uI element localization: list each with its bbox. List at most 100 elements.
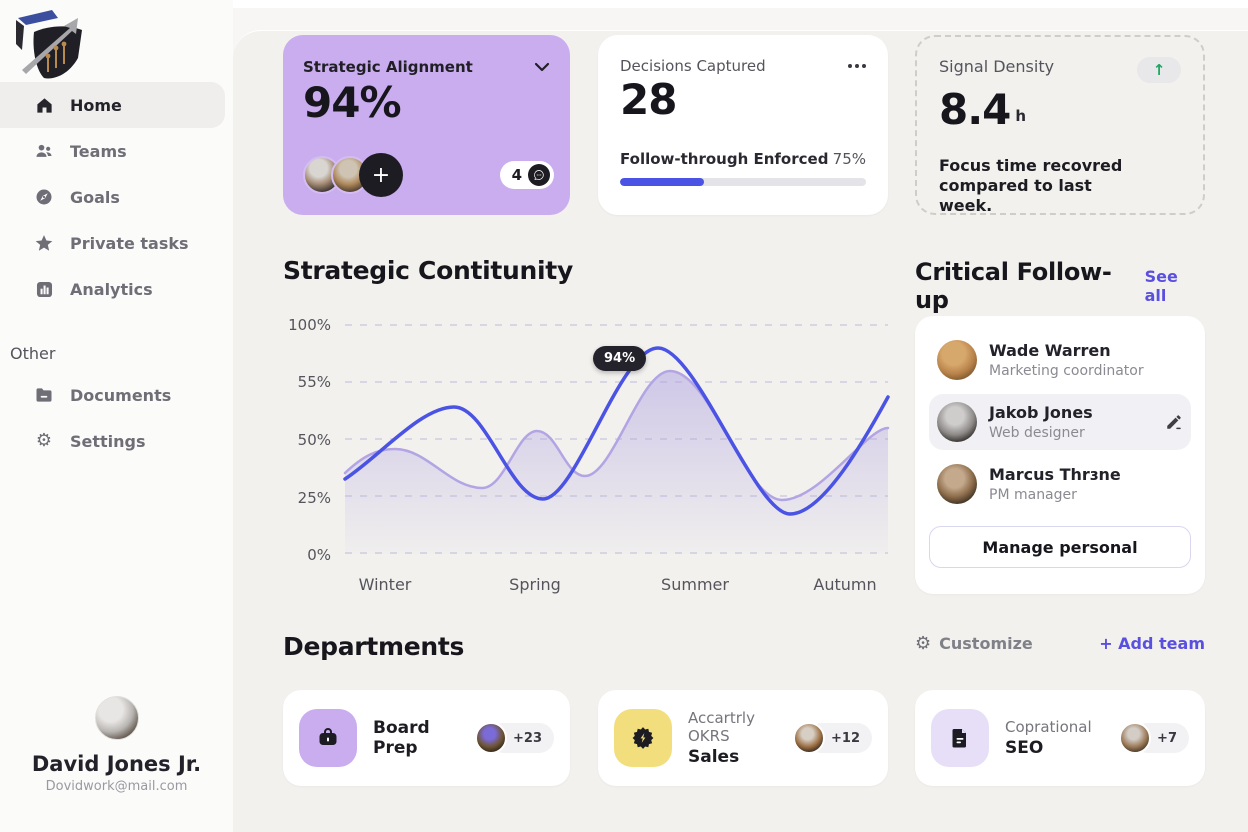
gear-icon: ⚙	[915, 632, 932, 654]
top-strip	[0, 0, 1248, 8]
progress-label: Follow-through Enforced	[620, 150, 829, 168]
person-name: Marcus Thrɜne	[989, 465, 1121, 485]
departments-title: Departments	[283, 632, 465, 661]
member-avatar	[793, 722, 826, 754]
document-icon	[931, 709, 989, 767]
person-role: Web designer	[989, 424, 1085, 441]
signal-density-card: Signal Density ↑ 8.4 h Focus time recovr…	[915, 35, 1205, 215]
member-avatar	[475, 722, 508, 754]
logo-circuit	[47, 46, 65, 72]
member-avatar	[1119, 722, 1152, 754]
trend-up-pill[interactable]: ↑	[1137, 57, 1181, 83]
sidebar-item-private-tasks[interactable]: Private tasks	[0, 220, 233, 266]
chat-bubble-icon	[528, 164, 550, 186]
person-name: Jakob Jones	[989, 403, 1093, 423]
customize-button[interactable]: ⚙ Customize	[915, 634, 1033, 653]
decisions-value: 28	[620, 75, 677, 124]
decisions-title: Decisions Captured	[620, 57, 766, 75]
sidebar-item-label: Documents	[70, 385, 172, 405]
person-avatar	[937, 464, 977, 504]
person-role: Marketing coordinator	[989, 362, 1144, 379]
see-all-link[interactable]: See all	[1144, 267, 1178, 305]
sidebar-item-goals[interactable]: Goals	[0, 174, 233, 220]
department-name: SEO	[1005, 738, 1044, 758]
logo-arrow	[22, 18, 78, 74]
department-card-board-prep[interactable]: Board Prep +23	[283, 690, 570, 786]
sidebar-item-label: Goals	[70, 187, 120, 207]
followup-row-wade[interactable]: Wade Warren Marketing coordinator	[929, 332, 1191, 388]
person-avatar	[937, 402, 977, 442]
profile-name: David Jones Jr.	[31, 752, 202, 776]
department-name: Sales	[688, 747, 740, 767]
sidebar-item-home[interactable]: Home	[0, 82, 225, 128]
manage-personal-button[interactable]: Manage personal	[929, 526, 1191, 568]
y-tick: 0%	[307, 546, 331, 564]
folder-icon	[34, 385, 54, 405]
department-card-seo[interactable]: Coprational SEO +7	[915, 690, 1205, 786]
chevron-down-icon[interactable]	[534, 57, 550, 76]
sidebar-profile[interactable]: David Jones Jr. Dovidwork@mail.com	[0, 696, 233, 794]
signal-unit: h	[1015, 107, 1027, 125]
sidebar-item-label: Home	[70, 95, 122, 115]
strategic-alignment-card: Strategic Alignment 94% + 4	[283, 35, 570, 215]
x-tick: Summer	[661, 575, 729, 594]
arrow-up-icon: ↑	[1152, 61, 1166, 79]
sidebar-section-other: Other	[10, 343, 56, 363]
department-subtitle: Accartrly OKRS	[688, 709, 755, 745]
edit-pencil-icon[interactable]	[1165, 413, 1183, 431]
briefcase-icon	[299, 709, 357, 767]
series-secondary-area	[345, 371, 888, 554]
person-role: PM manager	[989, 486, 1077, 503]
badge-icon	[614, 709, 672, 767]
sidebar-item-teams[interactable]: Teams	[0, 128, 233, 174]
analytics-icon	[34, 279, 54, 299]
profile-avatar	[94, 696, 139, 740]
person-avatar	[937, 340, 977, 380]
sidebar-item-label: Teams	[70, 141, 127, 161]
department-card-sales[interactable]: Accartrly OKRS Sales +12	[598, 690, 888, 786]
progress-value: 75%	[832, 150, 866, 168]
y-tick: 25%	[297, 489, 331, 507]
continuity-chart: 100% 55% 50% 25% 0%	[283, 310, 890, 610]
profile-email: Dovidwork@mail.com	[45, 779, 188, 794]
sidebar-nav: Home Teams Goals Private tasks	[0, 82, 233, 464]
sidebar-item-documents[interactable]: Documents	[0, 372, 233, 418]
progress-bar	[620, 178, 866, 186]
more-menu-icon[interactable]	[848, 64, 866, 68]
chart-annotation-badge[interactable]: 94%	[593, 346, 647, 371]
sidebar: Home Teams Goals Private tasks	[0, 0, 233, 832]
signal-description: Focus time recovred compared to last wee…	[939, 156, 1123, 215]
sidebar-item-settings[interactable]: ⚙ Settings	[0, 418, 233, 464]
series-secondary-line	[343, 369, 890, 502]
add-member-button[interactable]: +	[359, 153, 403, 197]
sidebar-item-label: Private tasks	[70, 233, 189, 253]
followup-card: Wade Warren Marketing coordinator Jakob …	[915, 316, 1205, 594]
customize-label: Customize	[939, 634, 1033, 653]
sidebar-item-label: Analytics	[70, 279, 153, 299]
chat-count-pill[interactable]: 4	[499, 161, 554, 189]
signal-value: 8.4	[939, 85, 1011, 134]
add-team-button[interactable]: + Add team	[1099, 634, 1205, 653]
gear-icon: ⚙	[35, 430, 53, 451]
followup-row-marcus[interactable]: Marcus Thrɜne PM manager	[929, 456, 1191, 512]
teams-icon	[34, 141, 54, 161]
logo-band-blue	[18, 10, 58, 25]
department-name: Board Prep	[373, 718, 430, 758]
logo-shield	[33, 26, 82, 79]
progress-fill	[620, 178, 704, 186]
star-icon	[34, 233, 54, 253]
x-tick: Autumn	[813, 575, 877, 594]
sidebar-item-analytics[interactable]: Analytics	[0, 266, 233, 312]
chart-plot-area: 94%	[343, 324, 890, 554]
sidebar-item-label: Settings	[70, 431, 146, 451]
app-logo	[8, 6, 92, 84]
alignment-title: Strategic Alignment	[303, 57, 473, 76]
department-subtitle: Coprational	[1005, 718, 1092, 736]
signal-title: Signal Density	[939, 57, 1055, 76]
chart-title: Strategic Contitunity	[283, 256, 573, 285]
followup-row-jakob[interactable]: Jakob Jones Web designer	[929, 394, 1191, 450]
y-tick: 55%	[297, 373, 331, 391]
home-icon	[34, 95, 54, 115]
logo-band-dark	[16, 20, 24, 50]
person-name: Wade Warren	[989, 341, 1111, 361]
